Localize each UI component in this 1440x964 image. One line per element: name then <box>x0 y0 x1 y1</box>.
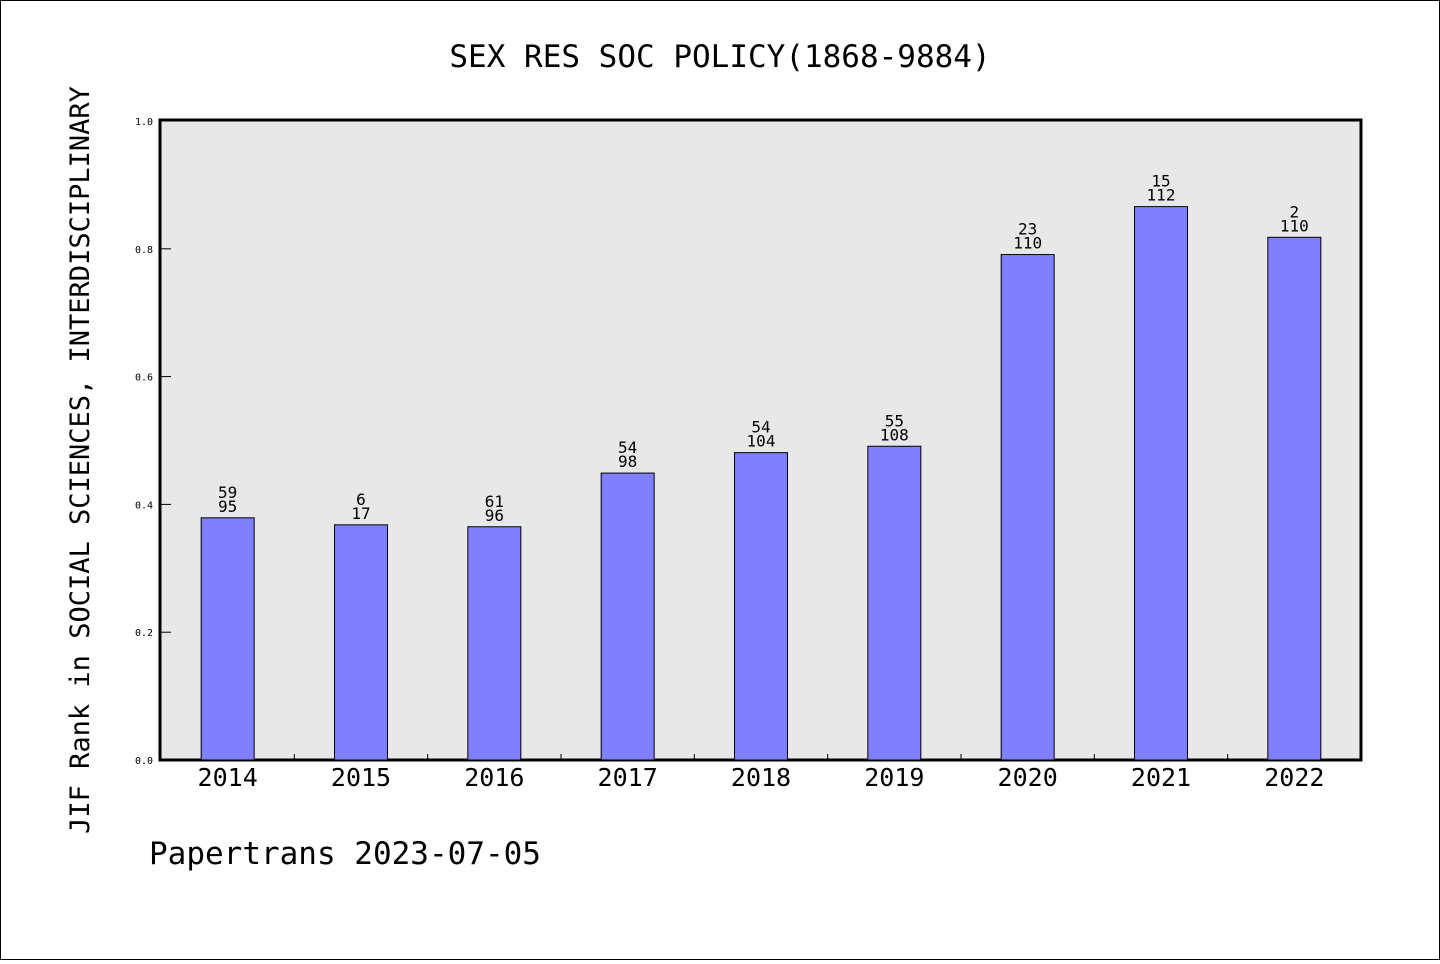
total-label: 98 <box>618 452 637 471</box>
total-label: 110 <box>1013 234 1042 253</box>
bar-2019 <box>867 445 922 761</box>
y-tick-label: 0.0 <box>135 756 153 767</box>
y-tick-label: 0.8 <box>135 245 153 256</box>
total-label: 112 <box>1147 186 1176 205</box>
bar-2021 <box>1134 206 1188 761</box>
x-tick-label: 2016 <box>464 763 524 792</box>
chart-marks: 0.00.20.40.60.81.02014599520156172016619… <box>135 117 1325 792</box>
rank-label: 55 <box>885 411 904 430</box>
rank-label: 15 <box>1151 172 1170 191</box>
y-tick-label: 1.0 <box>135 117 153 128</box>
rank-label: 6 <box>356 490 366 509</box>
x-tick-label: 2022 <box>1264 763 1324 792</box>
total-label: 108 <box>880 425 909 444</box>
total-label: 17 <box>351 504 370 523</box>
rank-label: 61 <box>485 492 504 511</box>
total-label: 96 <box>485 506 504 525</box>
bar-2016 <box>467 526 522 761</box>
bar-2020 <box>1000 254 1055 761</box>
y-tick-label: 0.4 <box>135 500 153 511</box>
total-label: 95 <box>218 497 237 516</box>
x-tick-label: 2021 <box>1131 763 1191 792</box>
x-tick-label: 2014 <box>198 763 258 792</box>
x-tick-label: 2020 <box>998 763 1058 792</box>
x-tick-label: 2017 <box>598 763 658 792</box>
total-label: 104 <box>747 432 776 451</box>
footer-text: Papertrans 2023-07-05 <box>149 836 541 872</box>
rank-label: 54 <box>618 438 637 457</box>
x-tick-label: 2019 <box>864 763 924 792</box>
x-tick-label: 2015 <box>331 763 391 792</box>
y-tick-label: 0.6 <box>135 373 153 384</box>
rank-label: 2 <box>1290 202 1300 221</box>
bar-2015 <box>334 524 388 761</box>
bar-2018 <box>734 452 788 761</box>
rank-label: 54 <box>751 418 770 437</box>
total-label: 110 <box>1280 216 1309 235</box>
rank-label: 23 <box>1018 220 1037 239</box>
y-tick-label: 0.2 <box>135 628 153 639</box>
x-tick-label: 2018 <box>731 763 791 792</box>
bar-2017 <box>600 472 655 761</box>
bar-2014 <box>200 517 255 761</box>
y-axis-label: JIF Rank in SOCIAL SCIENCES, INTERDISCIP… <box>65 86 96 834</box>
bar-2022 <box>1267 236 1322 761</box>
chart-title: SEX RES SOC POLICY(1868-9884) <box>449 39 990 75</box>
rank-label: 59 <box>218 483 237 502</box>
